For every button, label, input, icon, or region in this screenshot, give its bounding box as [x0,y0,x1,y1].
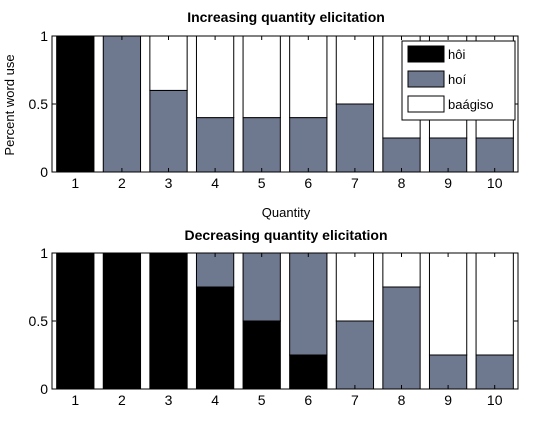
panel-2: 1 2 3 4 5 6 7 8 9 10 0 0.5 1 [29,245,519,408]
legend-label-1: hôi [448,47,465,62]
bar-segment-1 [149,252,188,390]
bar-segment-1 [56,35,95,173]
bar-segment-3 [149,35,188,91]
y-axis-label-top: Percent word use [2,54,17,155]
bar-segment-2 [149,89,188,173]
x-tick-label: 7 [351,175,359,191]
legend-label-2: hoí [448,72,466,87]
bar-segment-2 [242,252,281,322]
bar-segment-2 [382,286,421,390]
x-tick-label: 2 [118,175,126,191]
x-tick-label: 9 [444,175,452,191]
panel-1: 1 2 3 4 5 6 7 8 9 10 0 0.5 1 hôi hoí baágiso [29,28,519,191]
legend-swatch-2 [407,70,445,88]
x-axis-label-top: Quantity [262,205,311,220]
bar-segment-2 [335,103,375,173]
x-tick-label: 3 [165,392,173,408]
x-tick-label: 10 [487,175,503,191]
bar-segment-2 [335,320,375,390]
x-tick-label: 1 [71,175,79,191]
bar-segment-3 [475,252,514,356]
y-tick-label: 0.5 [29,96,49,112]
chart-title-top: Increasing quantity elicitation [187,9,385,25]
x-tick-label: 8 [398,392,406,408]
y-tick-label: 0 [40,164,48,180]
x-tick-label: 6 [304,392,312,408]
chart-title-bottom: Decreasing quantity elicitation [184,227,387,243]
x-tick-label: 5 [258,392,266,408]
legend-swatch-1 [407,45,445,63]
bar-segment-2 [475,354,514,390]
y-tick-label: 1 [40,245,48,261]
x-tick-label: 3 [165,175,173,191]
bar-segment-2 [195,252,235,288]
bar-segment-3 [195,35,235,119]
bar-segment-3 [242,35,281,119]
bar-segment-3 [382,252,421,288]
legend-swatch-3 [407,95,445,113]
bar-segment-1 [195,286,235,390]
bar-segment-2 [195,117,235,173]
y-tick-label: 0 [40,381,48,397]
x-tick-label: 7 [351,392,359,408]
bar-segment-2 [289,117,328,173]
x-tick-label: 4 [211,392,219,408]
bar-segment-1 [289,354,328,390]
bar-segment-3 [335,252,375,322]
x-tick-label: 5 [258,175,266,191]
bar-segment-1 [102,252,142,390]
y-tick-label: 0.5 [29,313,49,329]
bar-segment-2 [428,354,468,390]
legend-label-3: baágiso [448,97,494,112]
x-tick-label: 10 [487,392,503,408]
bar-segment-2 [475,137,514,173]
bar-segment-2 [382,137,421,173]
x-tick-label: 4 [211,175,219,191]
y-tick-label: 1 [40,28,48,44]
x-tick-label: 8 [398,175,406,191]
bar-segment-2 [102,35,142,173]
bar-segment-1 [242,320,281,390]
bar-segment-2 [289,252,328,356]
x-tick-label: 6 [304,175,312,191]
bar-segment-1 [56,252,95,390]
bar-segment-3 [335,35,375,105]
legend: hôi hoí baágiso [401,40,516,121]
bar-segment-3 [289,35,328,119]
x-tick-label: 1 [71,392,79,408]
bar-segment-2 [242,117,281,173]
bar-segment-2 [428,137,468,173]
bar-segment-3 [428,252,468,356]
x-tick-label: 2 [118,392,126,408]
x-tick-label: 9 [444,392,452,408]
